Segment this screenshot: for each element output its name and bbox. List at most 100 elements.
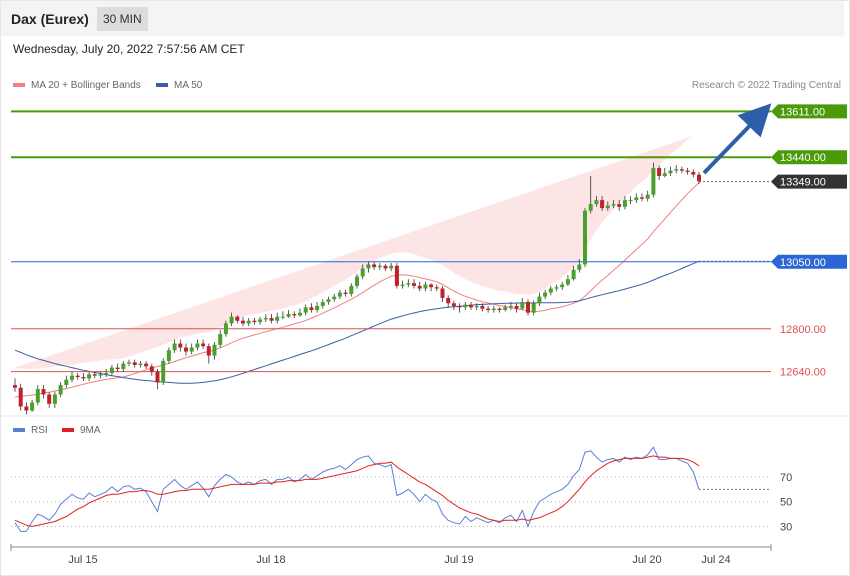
candle-body	[588, 204, 593, 211]
candle-body	[691, 171, 696, 175]
candle-body	[92, 374, 97, 376]
candle-body	[685, 170, 690, 172]
candle-body	[201, 343, 206, 347]
legend-9ma: 9MA	[62, 425, 101, 436]
candle-body	[594, 200, 599, 205]
candle-body	[451, 303, 456, 306]
candle-body	[366, 264, 371, 269]
candle-body	[440, 288, 445, 298]
ma9-swatch	[62, 428, 74, 433]
candle-body	[320, 301, 325, 306]
candle-body	[645, 194, 650, 199]
candle-body	[611, 204, 616, 206]
legend-ma20-label: MA 20 + Bollinger Bands	[31, 80, 141, 91]
candle-body	[514, 305, 519, 309]
candle-body	[565, 279, 570, 285]
candle-body	[457, 305, 462, 308]
rsi-9ma-line	[14, 455, 700, 527]
legend-rsi: RSI	[13, 425, 48, 436]
candle-body	[206, 346, 211, 356]
legend-9ma-label: 9MA	[80, 425, 101, 436]
candle-body	[52, 394, 57, 404]
candle-body	[127, 362, 131, 364]
candle-body	[583, 210, 587, 265]
candle-body	[662, 173, 667, 176]
candle-body	[503, 307, 508, 311]
candle-body	[605, 205, 610, 209]
level-label-box	[771, 104, 847, 119]
legend-ma50: MA 50	[156, 80, 202, 91]
candle-body	[446, 297, 451, 304]
candle-body	[35, 389, 40, 403]
candle-body	[406, 283, 411, 285]
candle-body	[571, 269, 576, 280]
candle-body	[389, 265, 394, 269]
legend-ma20: MA 20 + Bollinger Bands	[13, 80, 141, 91]
candle-body	[657, 167, 662, 176]
candle-body	[640, 197, 644, 199]
bollinger-band	[15, 135, 694, 369]
candle-body	[275, 316, 280, 321]
candle-body	[668, 170, 673, 174]
candle-body	[463, 304, 468, 308]
candle-body	[531, 303, 536, 313]
rsi-tick-label: 30	[780, 521, 792, 533]
candle-body	[474, 305, 479, 308]
candle-body	[189, 347, 194, 352]
timeframe-button[interactable]: 30 MIN	[97, 7, 148, 31]
candle-body	[64, 379, 69, 386]
x-tick-label: Jul 15	[68, 554, 97, 566]
candle-body	[537, 296, 542, 304]
candle-body	[469, 304, 473, 308]
candle-body	[520, 301, 525, 309]
level-label-box	[771, 150, 847, 165]
candle-body	[195, 343, 200, 348]
candle-body	[372, 264, 377, 268]
candle-body	[229, 316, 234, 324]
candle-body	[75, 375, 80, 378]
candle-body	[212, 344, 217, 356]
candle-body	[258, 319, 263, 323]
candle-body	[172, 343, 177, 351]
candle-body	[697, 174, 701, 182]
candle-body	[628, 200, 633, 202]
candle-body	[121, 363, 126, 369]
candle-body	[400, 284, 405, 286]
candle-body	[429, 284, 434, 288]
candle-body	[269, 318, 274, 321]
candle-body	[70, 375, 74, 380]
candle-body	[81, 377, 86, 379]
level-label: 12800.00	[780, 324, 826, 336]
candle-body	[315, 305, 320, 311]
candle-body	[280, 316, 285, 318]
candle-body	[263, 318, 268, 320]
candle-body	[149, 366, 154, 372]
rsi-tick-label: 70	[780, 472, 792, 484]
candle-body	[241, 320, 245, 324]
candle-body	[332, 296, 337, 300]
candle-body	[41, 389, 46, 395]
candle-body	[349, 285, 354, 294]
ma20-swatch	[13, 83, 25, 88]
candle-body	[326, 299, 331, 302]
legend-ma50-label: MA 50	[174, 80, 203, 91]
x-tick-label: Jul 18	[256, 554, 285, 566]
level-label: 13050.00	[780, 257, 826, 269]
candle-body	[223, 323, 228, 335]
candle-body	[98, 374, 103, 376]
candle-body	[491, 308, 496, 311]
candle-body	[360, 268, 365, 277]
x-tick-label: Jul 19	[444, 554, 473, 566]
candle-body	[309, 307, 314, 311]
candle-body	[383, 265, 388, 269]
legend-rsi-label: RSI	[31, 425, 48, 436]
candle-body	[87, 374, 92, 379]
candle-body	[184, 347, 188, 352]
candle-body	[58, 385, 63, 395]
candle-body	[434, 287, 439, 289]
candle-body	[622, 200, 627, 207]
candle-body	[617, 204, 622, 207]
candle-body	[355, 276, 359, 286]
candle-body	[674, 169, 679, 171]
candle-body	[286, 314, 291, 317]
